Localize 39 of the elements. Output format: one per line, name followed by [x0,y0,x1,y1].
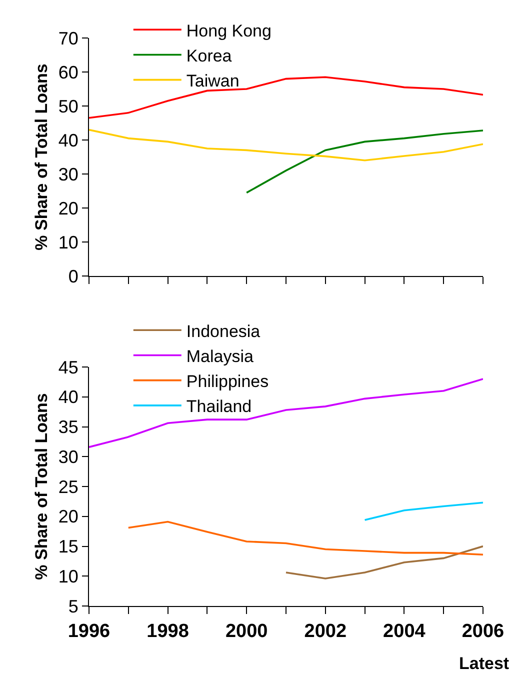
line-series [89,76,483,119]
y-tick-label: 20 [58,506,78,527]
line-series [246,130,483,194]
y-axis-title: % Share of Total Loans [32,393,51,580]
legend-label: Taiwan [186,71,240,90]
y-tick-label: 5 [68,596,78,616]
y-tick-label: 25 [58,476,78,497]
x-tick-label: 2002 [304,620,347,642]
x-tick-label: 2006 [462,620,504,642]
y-tick-label: 45 [58,357,78,378]
line-series [285,545,483,580]
legend-label: Korea [186,46,232,66]
legend-label: Hong Kong [186,21,272,40]
legend-label: Thailand [186,397,252,416]
x-tick-label: 1998 [146,620,189,642]
y-tick-label: 30 [58,164,78,184]
line-series [128,520,483,556]
y-tick-label: 35 [58,417,78,438]
y-tick-label: 10 [58,566,78,586]
x-tick-label: 2000 [225,620,268,642]
y-tick-label: 10 [58,232,78,252]
legend-label: Malaysia [186,346,254,366]
y-tick-label: 0 [68,266,78,286]
line-series [364,502,483,521]
x-tick-label: 2004 [383,620,426,642]
y-tick-label: 40 [58,130,78,150]
y-axis-title: % Share of Total Loans [32,64,51,250]
legend-label: Indonesia [186,322,261,341]
line-series [89,128,483,162]
legend-label: Philippines [186,372,269,391]
y-tick-label: 40 [58,387,78,408]
y-tick-label: 30 [58,446,78,467]
x-tick-label: 1996 [68,620,110,642]
x-axis-title: Latest [459,654,510,673]
y-tick-label: 50 [58,96,78,116]
y-tick-label: 15 [58,536,78,557]
y-tick-label: 60 [58,62,78,82]
y-tick-label: 20 [58,198,78,218]
y-tick-label: 70 [58,28,78,48]
